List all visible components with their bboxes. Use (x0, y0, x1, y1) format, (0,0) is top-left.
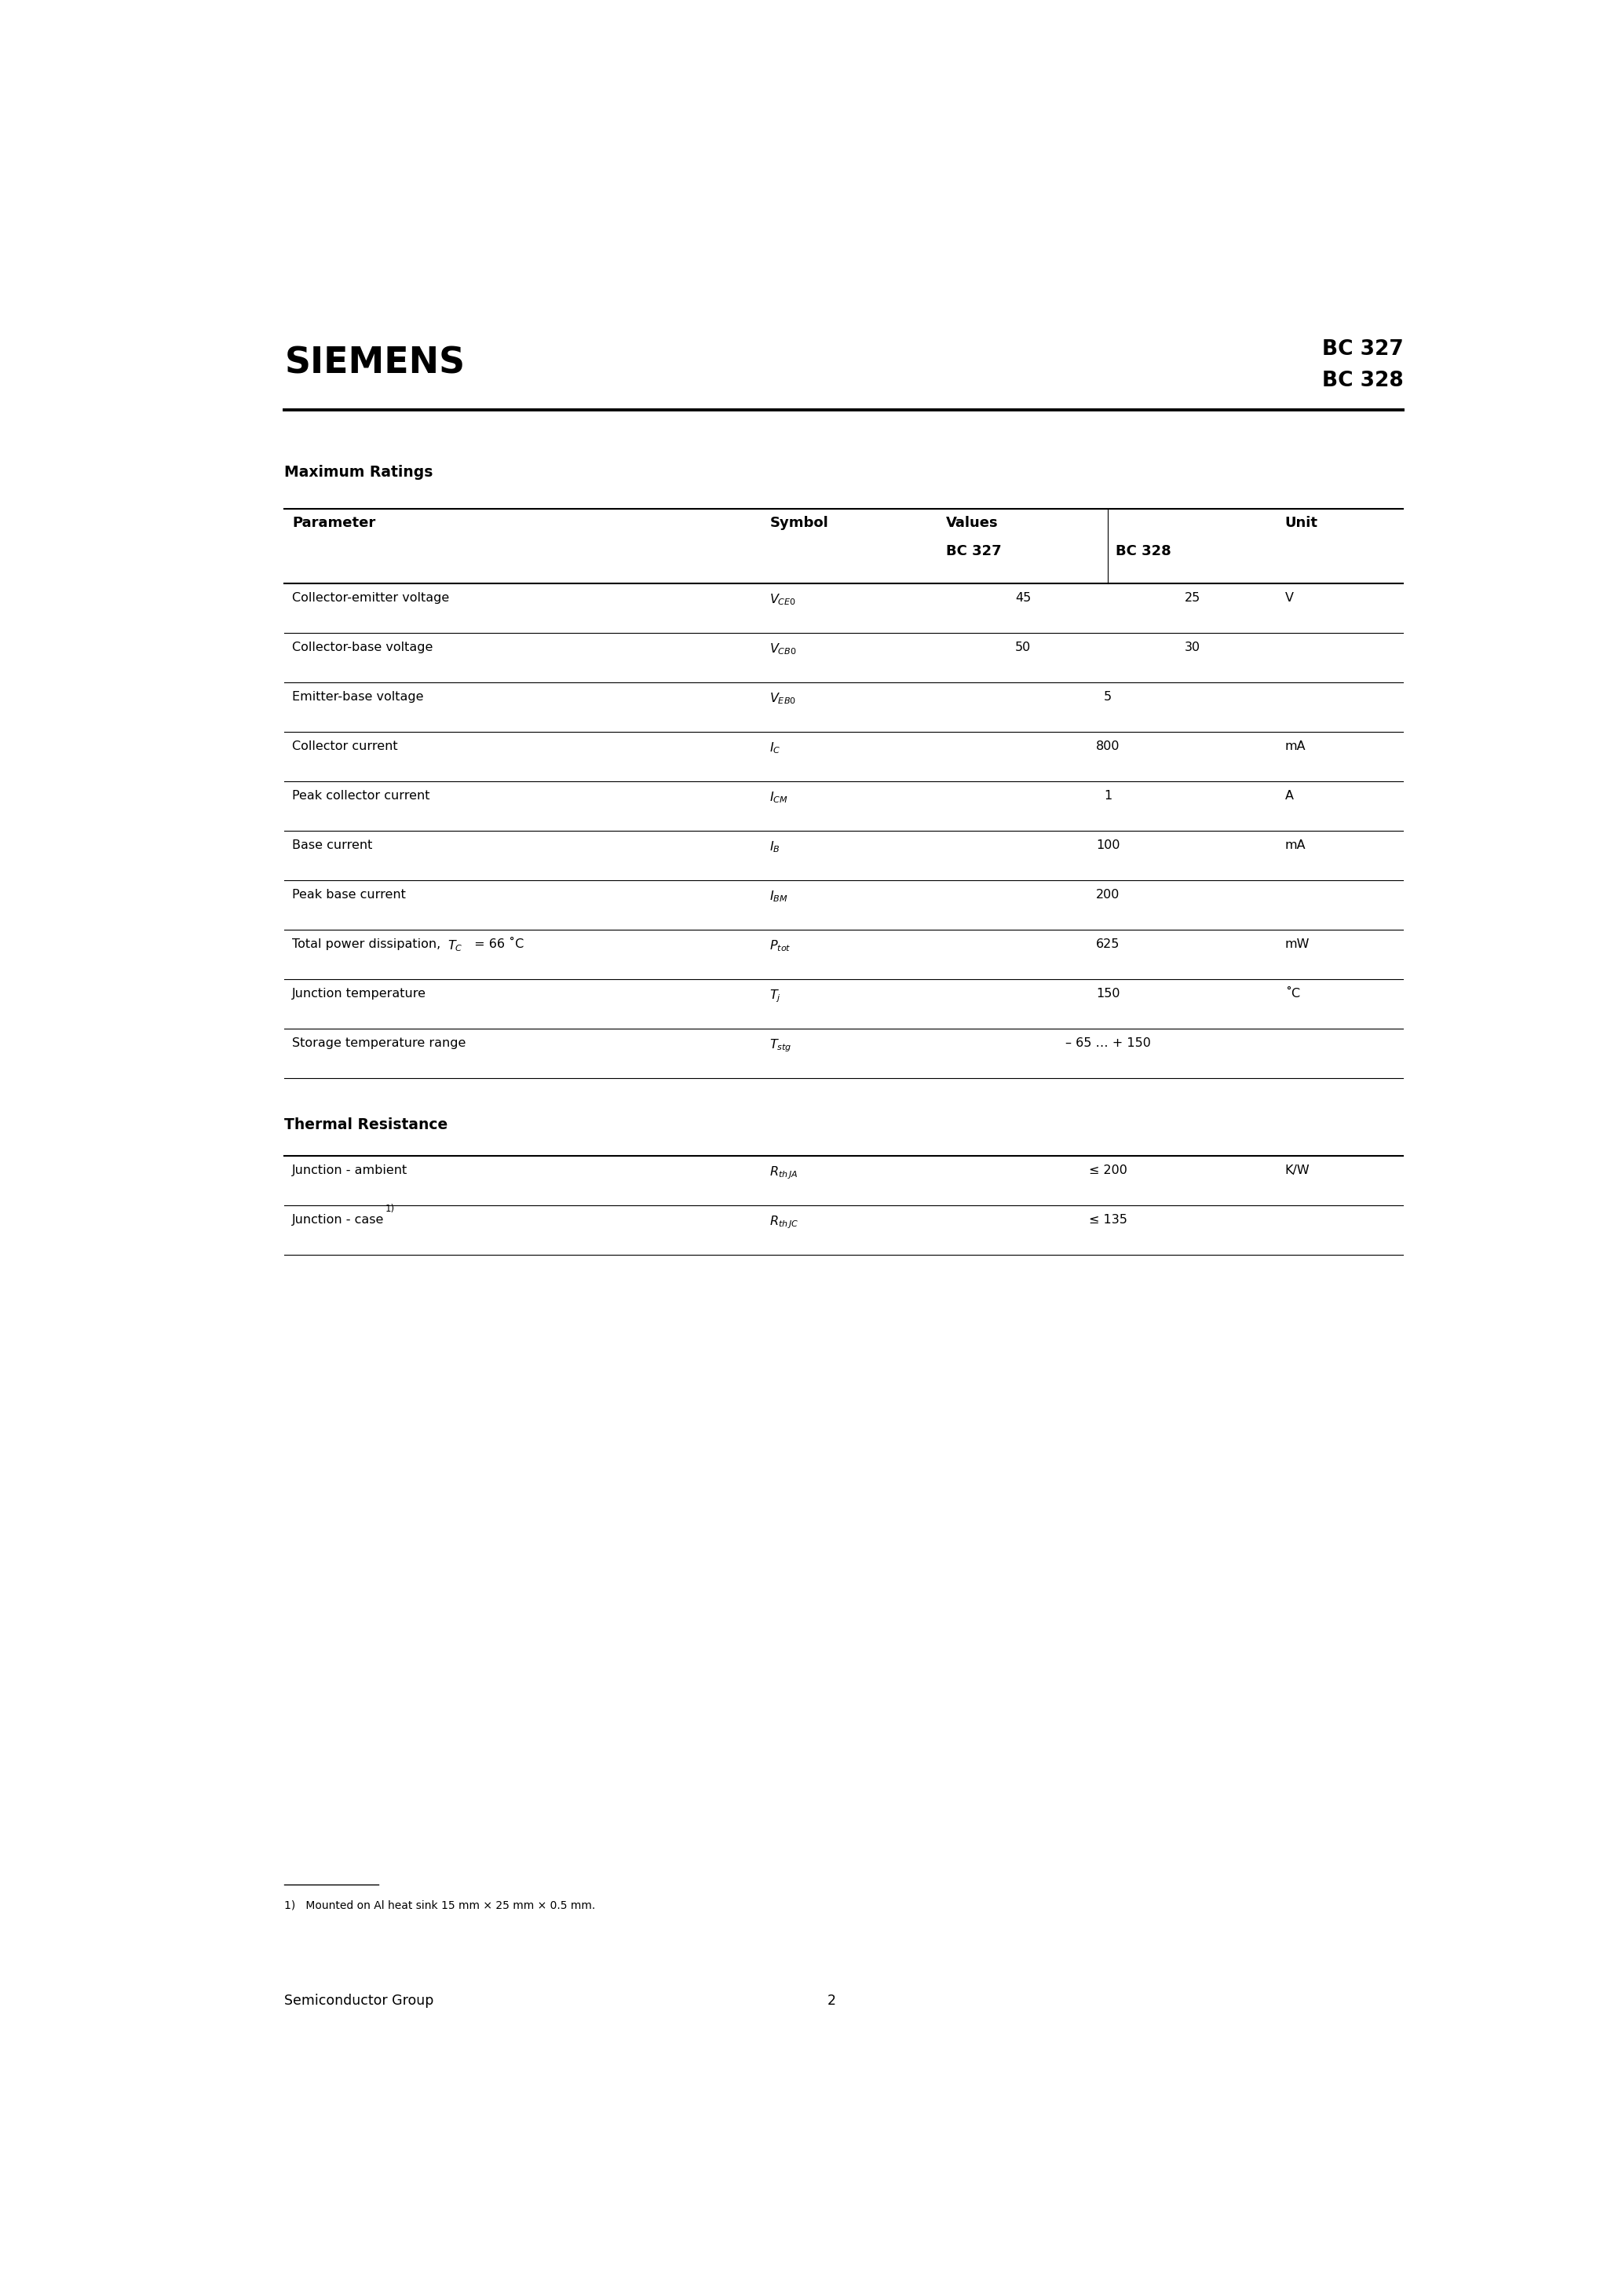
Text: 625: 625 (1096, 939, 1119, 951)
Text: – 65 … + 150: – 65 … + 150 (1066, 1038, 1150, 1049)
Text: Peak collector current: Peak collector current (292, 790, 430, 801)
Text: $I_{\mathit{CM}}$: $I_{\mathit{CM}}$ (770, 790, 788, 804)
Text: Emitter-base voltage: Emitter-base voltage (292, 691, 423, 703)
Text: BC 327: BC 327 (946, 544, 1001, 558)
Text: ≤ 200: ≤ 200 (1088, 1164, 1127, 1176)
Text: BC 327: BC 327 (1322, 340, 1403, 360)
Text: 200: 200 (1096, 889, 1119, 900)
Text: 30: 30 (1184, 641, 1200, 654)
Text: 2: 2 (827, 1993, 835, 2009)
Text: $P_{\mathit{tot}}$: $P_{\mathit{tot}}$ (770, 939, 792, 953)
Text: $I_{\mathit{C}}$: $I_{\mathit{C}}$ (770, 742, 782, 755)
Text: 45: 45 (1015, 592, 1032, 604)
Text: Symbol: Symbol (770, 517, 829, 530)
Text: 50: 50 (1015, 641, 1032, 654)
Text: Values: Values (946, 517, 998, 530)
Text: V: V (1285, 592, 1294, 604)
Text: mA: mA (1285, 840, 1306, 852)
Text: Base current: Base current (292, 840, 373, 852)
Text: ˚C: ˚C (1285, 987, 1301, 999)
Text: K/W: K/W (1285, 1164, 1311, 1176)
Text: $T_{\mathit{stg}}$: $T_{\mathit{stg}}$ (770, 1038, 792, 1054)
Text: Collector current: Collector current (292, 742, 397, 753)
Text: 25: 25 (1184, 592, 1200, 604)
Text: BC 328: BC 328 (1322, 372, 1403, 390)
Text: $V_{\mathit{EB0}}$: $V_{\mathit{EB0}}$ (770, 691, 796, 705)
Text: Peak base current: Peak base current (292, 889, 406, 900)
Text: Parameter: Parameter (292, 517, 375, 530)
Text: 1)   Mounted on Al heat sink 15 mm × 25 mm × 0.5 mm.: 1) Mounted on Al heat sink 15 mm × 25 mm… (284, 1901, 595, 1910)
Text: BC 328: BC 328 (1116, 544, 1171, 558)
Text: $T_{\mathit{j}}$: $T_{\mathit{j}}$ (770, 987, 782, 1003)
Text: SIEMENS: SIEMENS (284, 347, 466, 381)
Text: = 66 ˚C: = 66 ˚C (470, 939, 524, 951)
Text: Collector-emitter voltage: Collector-emitter voltage (292, 592, 449, 604)
Text: $V_{\mathit{CE0}}$: $V_{\mathit{CE0}}$ (770, 592, 796, 606)
Text: ≤ 135: ≤ 135 (1088, 1215, 1127, 1226)
Text: $R_{\mathit{th\,JC}}$: $R_{\mathit{th\,JC}}$ (770, 1215, 800, 1231)
Text: Total power dissipation,: Total power dissipation, (292, 939, 444, 951)
Text: 1: 1 (1105, 790, 1111, 801)
Text: 100: 100 (1096, 840, 1119, 852)
Text: $T_{\mathit{C}}$: $T_{\mathit{C}}$ (448, 939, 462, 953)
Text: Junction - case: Junction - case (292, 1215, 384, 1226)
Text: $R_{\mathit{th\,JA}}$: $R_{\mathit{th\,JA}}$ (770, 1164, 798, 1180)
Text: mA: mA (1285, 742, 1306, 753)
Text: 5: 5 (1105, 691, 1111, 703)
Text: $I_{\mathit{B}}$: $I_{\mathit{B}}$ (770, 840, 780, 854)
Text: $I_{\mathit{BM}}$: $I_{\mathit{BM}}$ (770, 889, 788, 905)
Text: Junction temperature: Junction temperature (292, 987, 427, 999)
Text: Maximum Ratings: Maximum Ratings (284, 464, 433, 480)
Text: mW: mW (1285, 939, 1311, 951)
Text: Semiconductor Group: Semiconductor Group (284, 1993, 435, 2009)
Text: A: A (1285, 790, 1294, 801)
Text: Thermal Resistance: Thermal Resistance (284, 1118, 448, 1132)
Text: Junction - ambient: Junction - ambient (292, 1164, 407, 1176)
Text: 800: 800 (1096, 742, 1119, 753)
Text: Unit: Unit (1285, 517, 1319, 530)
Text: Storage temperature range: Storage temperature range (292, 1038, 466, 1049)
Text: $V_{\mathit{CB0}}$: $V_{\mathit{CB0}}$ (770, 641, 796, 657)
Text: Collector-base voltage: Collector-base voltage (292, 641, 433, 654)
Text: 150: 150 (1096, 987, 1119, 999)
Text: 1): 1) (386, 1203, 394, 1215)
